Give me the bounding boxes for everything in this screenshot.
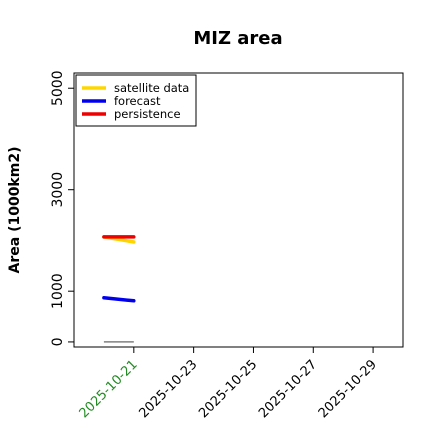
- y-tick-label: 3000: [50, 172, 66, 208]
- y-axis: 0 1000 3000 5000: [50, 70, 74, 346]
- y-tick-label: 0: [50, 337, 66, 346]
- y-tick-label: 1000: [50, 273, 66, 309]
- legend-entry-label: satellite data: [114, 81, 189, 95]
- x-tick-label: 2025-10-25: [196, 357, 260, 421]
- chart-title: MIZ area: [193, 28, 282, 49]
- x-tick-label: 2025-10-27: [256, 357, 320, 421]
- y-tick-label: 5000: [50, 70, 66, 106]
- y-axis-label: Area (1000km2): [7, 147, 23, 274]
- series-group: [102, 235, 136, 343]
- series-line-forecast: [102, 296, 136, 303]
- legend-entry-label: persistence: [114, 107, 181, 121]
- x-tick-label: 2025-10-21: [77, 357, 141, 421]
- x-axis: 2025-10-212025-10-232025-10-252025-10-27…: [77, 347, 380, 421]
- plot-frame: [73, 72, 404, 348]
- x-tick-label: 2025-10-29: [316, 357, 380, 421]
- legend-entry-label: forecast: [114, 94, 161, 108]
- x-tick-label: 2025-10-23: [136, 357, 200, 421]
